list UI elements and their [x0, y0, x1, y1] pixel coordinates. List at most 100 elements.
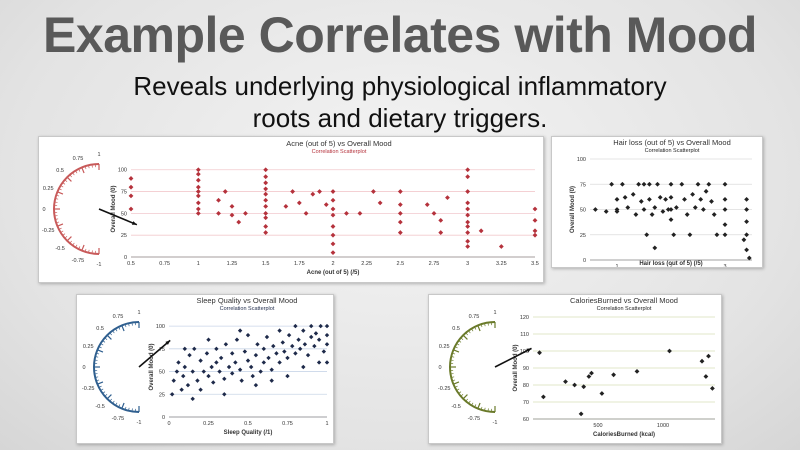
- acne-data-point: [263, 167, 269, 173]
- sleep-data-point: [222, 392, 227, 397]
- sleep-y-tick-label: 75: [159, 347, 165, 353]
- hair-y-axis-label: Overall Mood (0): [570, 186, 576, 233]
- sleep-data-point: [264, 334, 270, 340]
- hair-data-point: [674, 205, 679, 210]
- sleep-data-point: [182, 346, 187, 352]
- sleep-data-point: [277, 360, 282, 365]
- acne-x-tick-label: 3.25: [496, 261, 507, 267]
- hair-y-tick-label: 25: [580, 233, 586, 239]
- acne-correlation-chart: Acne (out of 5) vs Overall MoodCorrelati…: [42, 139, 539, 276]
- hair-data-point: [625, 205, 631, 210]
- acne-y-tick-label: 0: [124, 255, 127, 261]
- sleep-gauge-label: -1: [137, 420, 142, 426]
- acne-x-tick-label: 0.75: [159, 261, 170, 267]
- acne-y-tick-label: 50: [121, 211, 127, 217]
- acne-data-point: [465, 212, 471, 218]
- sleep-gauge-tick: [97, 381, 104, 385]
- sleep-data-point: [271, 343, 276, 349]
- hair-data-point: [744, 207, 749, 212]
- sleep-data-point: [230, 351, 235, 356]
- acne-gauge-label: -0.5: [55, 246, 64, 252]
- acne-data-point: [532, 232, 538, 238]
- acne-data-point: [424, 202, 430, 208]
- sleep-data-point: [245, 358, 251, 363]
- acne-data-point: [377, 200, 383, 206]
- sleep-data-point: [239, 378, 244, 383]
- sleep-gauge-label: -0.5: [95, 404, 104, 410]
- acne-x-tick-label: 2: [331, 261, 334, 267]
- hair-data-point: [638, 199, 644, 204]
- sleep-data-point: [316, 337, 322, 342]
- calories-gauge-tick: [453, 381, 460, 385]
- sleep-data-point: [214, 346, 219, 352]
- acne-gauge-label: 1: [97, 152, 100, 158]
- acne-data-point: [222, 189, 228, 194]
- sleep-data-point: [190, 396, 195, 402]
- acne-data-point: [283, 203, 289, 209]
- acne-data-point: [195, 184, 201, 190]
- hair-data-point: [609, 181, 614, 187]
- sleep-data-point: [269, 367, 274, 372]
- sleep-x-tick-label: 1: [325, 421, 328, 427]
- acne-data-point: [195, 171, 201, 177]
- sleep-data-point: [206, 373, 211, 379]
- hair-y-tick-label: 50: [580, 208, 586, 214]
- acne-data-point: [290, 189, 295, 194]
- hair-data-point: [663, 197, 668, 202]
- acne-chart-subtitle: Correlation Scatterplot: [312, 149, 367, 155]
- acne-data-point: [310, 191, 316, 197]
- hair-data-point: [660, 209, 666, 214]
- hair-data-point: [682, 197, 687, 202]
- sleep-data-point: [195, 378, 200, 383]
- hair-data-point: [684, 212, 690, 217]
- sleep-data-point: [255, 342, 260, 347]
- sleep-data-point: [305, 352, 311, 358]
- sleep-chart-panel: Sleep Quality vs Overall Mood Correlation…: [76, 294, 334, 444]
- acne-data-point: [532, 228, 538, 234]
- sleep-data-point: [269, 378, 274, 383]
- hair-data-point: [714, 232, 720, 238]
- acne-data-point: [195, 189, 201, 194]
- acne-data-point: [498, 244, 504, 249]
- hair-chart-title: Hair loss (out of 5) vs Overall Mood: [613, 138, 731, 147]
- sleep-gauge-label: 0.75: [113, 314, 124, 320]
- calories-gauge-label: 0.25: [439, 344, 450, 350]
- acne-data-point: [532, 206, 538, 212]
- hair-data-point: [668, 207, 674, 212]
- hair-data-point: [711, 212, 717, 217]
- calories-x-tick-label: 1000: [657, 423, 669, 429]
- acne-data-point: [465, 206, 471, 212]
- acne-gauge-tick: [81, 167, 85, 174]
- acne-data-point: [195, 210, 201, 216]
- sleep-data-point: [316, 360, 322, 365]
- sleep-gauge-tick: [121, 325, 125, 332]
- calories-gauge-needle-head: [526, 348, 532, 353]
- acne-data-point: [323, 202, 329, 208]
- acne-data-point: [128, 193, 134, 199]
- acne-x-tick-label: 0.5: [127, 261, 135, 267]
- acne-data-point: [229, 212, 235, 218]
- acne-data-point: [532, 217, 538, 223]
- acne-y-tick-label: 100: [118, 168, 127, 174]
- acne-data-point: [216, 210, 221, 216]
- sleep-x-tick-label: 0.25: [203, 421, 214, 427]
- sleep-gauge-needle: [138, 339, 171, 368]
- calories-chart-subtitle: Correlation Scatterplot: [597, 306, 652, 312]
- sleep-gauge-label: -0.75: [112, 416, 125, 422]
- acne-data-point: [263, 174, 269, 180]
- acne-data-point: [344, 210, 349, 216]
- sleep-x-axis-label: Sleep Quality (/1): [224, 430, 273, 436]
- sleep-data-point: [286, 332, 292, 338]
- hair-data-point: [692, 205, 698, 210]
- calories-gauge-label: -0.25: [438, 386, 451, 392]
- acne-data-point: [330, 250, 336, 256]
- sleep-data-point: [285, 355, 290, 361]
- acne-data-point: [263, 186, 269, 192]
- sleep-gauge-arc: [93, 321, 140, 413]
- hair-data-point: [744, 232, 749, 238]
- hair-data-point: [668, 181, 674, 187]
- sleep-data-point: [245, 332, 251, 338]
- acne-gauge-label: 0.5: [56, 168, 64, 174]
- acne-x-tick-label: 2.5: [397, 261, 405, 267]
- sleep-data-point: [237, 328, 243, 333]
